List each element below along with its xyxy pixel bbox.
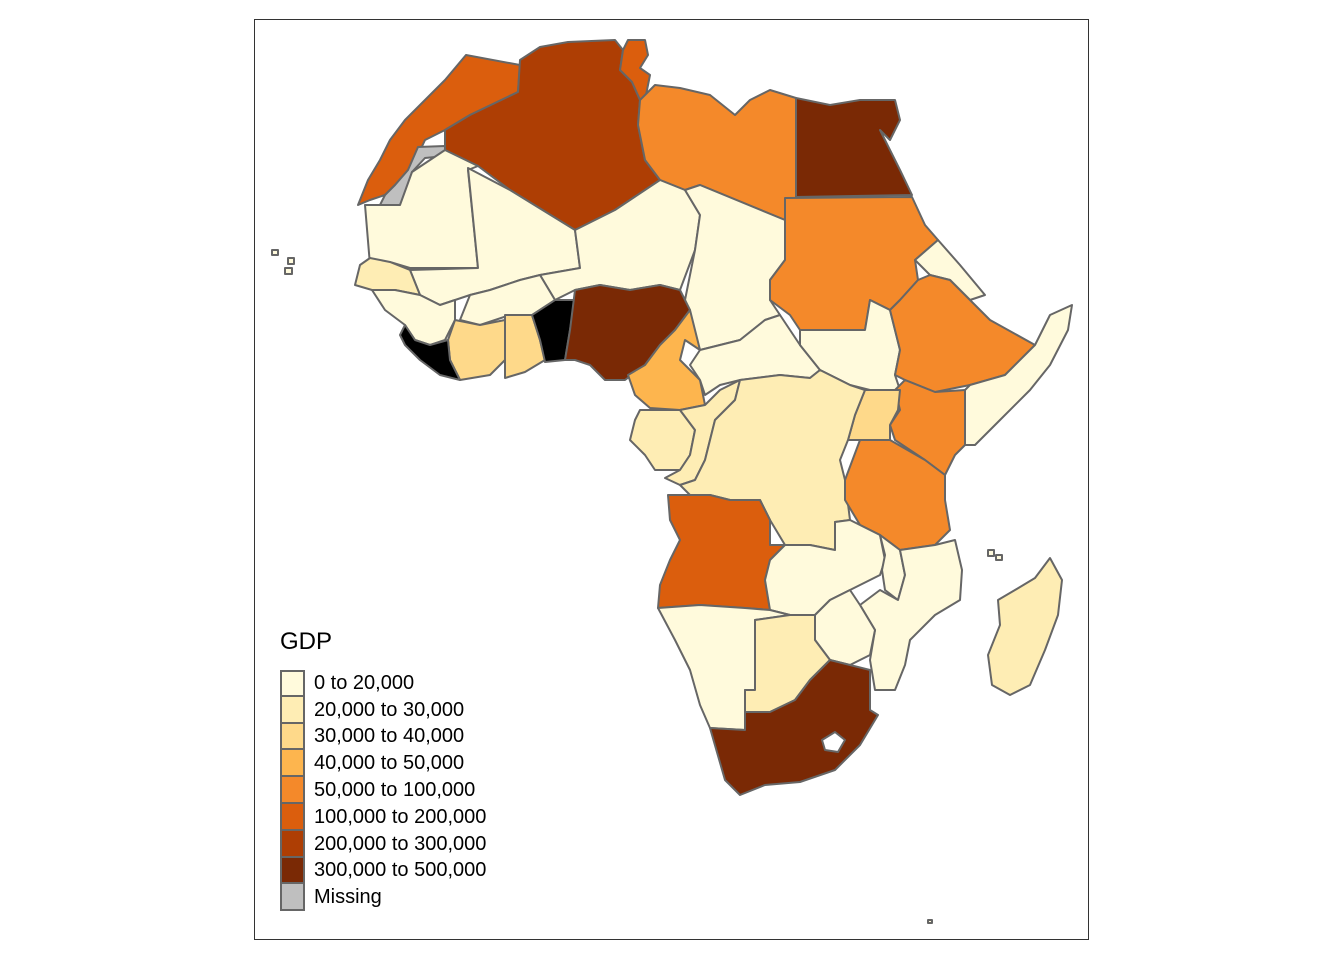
country-egypt[interactable] <box>795 97 913 198</box>
country-angola[interactable] <box>657 494 786 611</box>
legend-swatch <box>280 696 305 724</box>
legend-swatch <box>280 803 305 831</box>
island-cape-verde[interactable] <box>271 249 295 275</box>
legend-label: 20,000 to 30,000 <box>314 698 465 721</box>
island-mauritius[interactable] <box>927 919 933 924</box>
country-liberia[interactable] <box>399 324 461 381</box>
legend-swatch <box>280 884 305 912</box>
country-lesotho[interactable] <box>821 731 846 753</box>
country-tunisia[interactable] <box>619 39 651 101</box>
legend-label: 0 to 20,000 <box>314 671 415 694</box>
legend-item: 300,000 to 500,000 <box>280 857 487 885</box>
legend-swatch <box>280 857 305 885</box>
legend-swatch <box>280 670 305 697</box>
legend-item: 100,000 to 200,000 <box>280 803 487 831</box>
country-guinea[interactable] <box>371 289 456 346</box>
legend-item: Missing <box>280 884 486 912</box>
legend-label: 200,000 to 300,000 <box>314 832 487 855</box>
legend-label: 50,000 to 100,000 <box>314 779 476 802</box>
legend-label: 30,000 to 40,000 <box>314 725 465 748</box>
legend-swatch <box>280 777 305 804</box>
island-comoros[interactable] <box>987 549 1003 561</box>
country-mozambique[interactable] <box>859 539 963 691</box>
country-madagascar[interactable] <box>987 557 1063 696</box>
legend-label: 300,000 to 500,000 <box>314 859 487 882</box>
legend-item: 20,000 to 30,000 <box>280 696 486 724</box>
legend-items: 0 to 20,000 20,000 to 30,000 30,000 to 40,… <box>280 670 487 912</box>
legend-swatch <box>280 723 305 751</box>
legend-title: GDP <box>280 628 333 655</box>
map-legend: GDP 0 to 20,000 20,000 to 30,000 30,000 to… <box>280 628 487 912</box>
legend-swatch <box>280 750 305 778</box>
legend-swatch <box>280 830 305 858</box>
legend-item: 50,000 to 100,000 <box>280 777 486 804</box>
legend-label: Missing <box>314 886 382 909</box>
country-somalia[interactable] <box>964 304 1073 446</box>
legend-label: 100,000 to 200,000 <box>314 805 487 828</box>
legend-item: 40,000 to 50,000 <box>280 750 486 778</box>
legend-item: 0 to 20,000 <box>280 670 486 697</box>
country-south-africa[interactable] <box>709 659 879 796</box>
legend-item: 30,000 to 40,000 <box>280 723 486 751</box>
legend-item: 200,000 to 300,000 <box>280 830 487 858</box>
legend-label: 40,000 to 50,000 <box>314 752 465 775</box>
